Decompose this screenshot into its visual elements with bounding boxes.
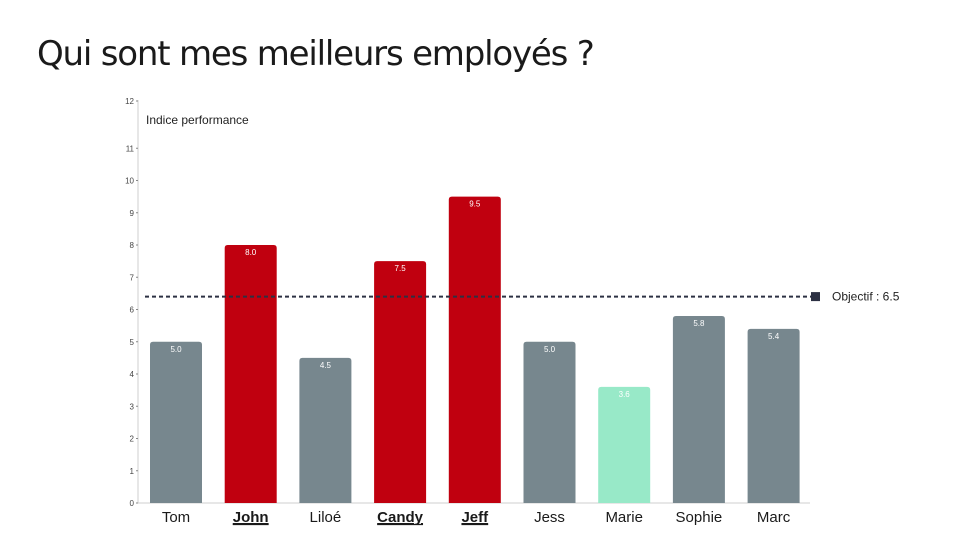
- bar-jess: [523, 341, 576, 503]
- bar-jeff: [448, 196, 501, 503]
- bar-value-label: 7.5: [395, 264, 407, 273]
- y-tick-label: 12: [125, 97, 134, 106]
- bar-value-label: 5.0: [544, 345, 556, 354]
- bar-value-label: 5.8: [693, 319, 705, 328]
- y-tick-label: 2: [130, 435, 135, 444]
- bar-sophie: [672, 315, 725, 503]
- bar-value-label: 8.0: [245, 248, 257, 257]
- bar-value-label: 9.5: [469, 200, 481, 209]
- x-tick-label: Candy: [377, 509, 424, 526]
- chart-labels: 5.0 Tom 8.0 John 4.5 Liloé 7.5 Candy 9.5 Jeff 5.0 J…: [162, 200, 791, 526]
- y-tick-label: 6: [130, 306, 135, 315]
- y-tick-label: 4: [130, 370, 135, 379]
- chart-target-line: Objectif : 6.5: [145, 290, 900, 304]
- bar-value-label: 5.4: [768, 332, 780, 341]
- y-tick-label: 8: [130, 241, 135, 250]
- bar-john: [224, 245, 277, 503]
- y-tick-label: 0: [130, 499, 135, 508]
- page-title: Qui sont mes meilleurs employés ?: [37, 34, 595, 74]
- x-tick-label: Marc: [757, 509, 791, 526]
- chart-bars: [150, 196, 800, 503]
- x-tick-label: Liloé: [310, 509, 342, 526]
- x-tick-label: Marie: [605, 509, 643, 526]
- x-tick-label: Jeff: [461, 509, 489, 526]
- bar-value-label: 3.6: [619, 390, 631, 399]
- bar-marc: [747, 328, 800, 503]
- y-tick-label: 9: [130, 209, 135, 218]
- bar-value-label: 5.0: [170, 345, 182, 354]
- bar-value-label: 4.5: [320, 361, 332, 370]
- x-tick-label: Jess: [534, 509, 565, 526]
- target-line-label: Objectif : 6.5: [832, 290, 900, 304]
- bar-candy: [374, 261, 427, 503]
- legend-marker: [811, 292, 820, 302]
- y-tick-label: 7: [130, 273, 135, 282]
- y-axis-title: Indice performance: [146, 113, 249, 127]
- y-tick-label: 11: [126, 144, 135, 153]
- bar-liloé: [299, 357, 352, 503]
- y-tick-label: 10: [125, 177, 134, 186]
- bar-tom: [150, 341, 202, 503]
- y-tick-label: 5: [130, 338, 135, 347]
- y-tick-label: 1: [130, 467, 135, 476]
- x-tick-label: Sophie: [676, 509, 723, 526]
- x-tick-label: John: [233, 509, 269, 526]
- y-tick-label: 3: [130, 402, 135, 411]
- x-tick-label: Tom: [162, 509, 190, 526]
- bar-marie: [598, 386, 651, 503]
